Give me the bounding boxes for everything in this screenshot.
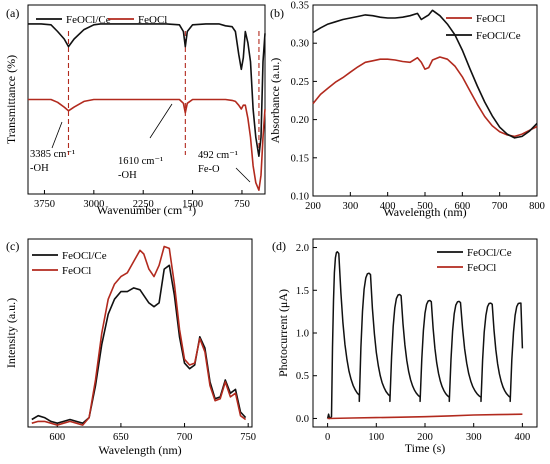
panel-d-ylabel: Photocurrent (μA) <box>276 289 290 377</box>
panel-a-annotation-wavenumber: 492 cm⁻¹ <box>198 150 238 161</box>
panel-d-series-feocl-ce <box>326 251 524 420</box>
panel-a-annotation-wavenumber: 1610 cm⁻¹ <box>118 156 163 167</box>
panel-d-xlabel: Time (s) <box>405 441 446 455</box>
panel-c-xtick-label: 700 <box>177 432 193 443</box>
panel-b-xtick-label: 400 <box>380 201 396 212</box>
panel-a-annotation-group: -OH <box>118 170 137 181</box>
panel-a-annotation-arrow <box>235 167 251 183</box>
panel-b-ytick-label: 0.25 <box>291 77 309 88</box>
panel-a-ylabel: Transmittance (%) <box>4 55 18 144</box>
panel-d-legend-feocl-ce-label: FeOCl/Ce <box>467 247 512 259</box>
panel-a-annotation-arrow <box>51 121 63 149</box>
panel-d-ytick-label: 2.0 <box>296 243 309 254</box>
panel-d-label: (d) <box>272 239 286 253</box>
panel-d-xtick-label: 100 <box>368 432 384 443</box>
panel-c-xtick-label: 600 <box>49 432 65 443</box>
panel-a-xlabel: Wavenumber (cm⁻¹) <box>97 203 196 217</box>
panel-c-xtick-label: 750 <box>240 432 256 443</box>
panel-c-xlabel: Wavelength (nm) <box>98 443 181 457</box>
panel-a-series-feocl <box>28 98 266 191</box>
panel-b-ytick-label: 0.10 <box>291 192 309 203</box>
panel-d-ytick-label: 1.0 <box>296 329 309 340</box>
panel-b-series-feocl-ce <box>312 9 538 139</box>
panel-a-legend-feocl-label: FeOCl <box>138 14 167 26</box>
panel-b-ytick-label: 0.15 <box>291 153 309 164</box>
panel-b-ytick-label: 0.20 <box>291 115 309 126</box>
panel-a-series-feocl-ce <box>28 23 266 157</box>
panel-b-xtick-label: 800 <box>529 201 545 212</box>
panel-b-series-feocl <box>312 56 538 138</box>
panel-d-ytick-label: 0.5 <box>296 371 309 382</box>
panel-d-xtick-label: 200 <box>417 432 433 443</box>
panel-d-xtick-label: 0 <box>325 432 330 443</box>
panel-b-xlabel: Wavelength (nm) <box>383 205 466 219</box>
panel-d-frame <box>312 238 538 428</box>
panel-c-xtick-label: 650 <box>113 432 129 443</box>
panel-a-xtick-label: 3750 <box>34 199 55 210</box>
panel-b-xtick-label: 600 <box>454 201 470 212</box>
panel-b-xtick-label: 300 <box>342 201 358 212</box>
panel-d-legend-feocl-label: FeOCl <box>467 262 496 274</box>
panel-c-legend-feocl-ce-label: FeOCl/Ce <box>62 250 107 262</box>
panel-c-frame <box>27 238 253 428</box>
panel-d-ytick-label: 0.0 <box>296 414 309 425</box>
panel-b-ylabel: Absorbance (a.u.) <box>268 58 282 144</box>
panel-b-legend-feocl-ce-label: FeOCl/Ce <box>476 30 521 42</box>
panel-d-xtick-label: 300 <box>466 432 482 443</box>
panel-b-legend-feocl-label: FeOCl <box>476 13 505 25</box>
panel-a-label: (a) <box>6 6 19 20</box>
panel-a-annotation-arrow <box>149 103 173 139</box>
panel-a-xtick-label: 750 <box>234 199 250 210</box>
panel-c-series-feocl-ce <box>31 264 247 424</box>
panel-a-xtick-label: 2250 <box>133 199 154 210</box>
panel-c-ylabel: Intensity (a.u.) <box>4 298 18 368</box>
panel-b-label: (b) <box>270 6 284 20</box>
panel-b-ytick-label: 0.35 <box>291 1 309 12</box>
panel-a-annotation-group: Fe-O <box>198 164 220 175</box>
panel-c-series-feocl <box>31 245 247 426</box>
panel-d-series-feocl <box>327 413 523 420</box>
panel-a-annotation-wavenumber: 3385 cm⁻¹ <box>30 149 75 160</box>
panel-c-legend-feocl-label: FeOCl <box>62 265 91 277</box>
panel-a-xtick-label: 1500 <box>182 199 203 210</box>
panel-c-label: (c) <box>6 239 19 253</box>
panel-b-ytick-label: 0.30 <box>291 39 309 50</box>
panel-d-ytick-label: 1.5 <box>296 286 309 297</box>
panel-b-xtick-label: 200 <box>305 201 321 212</box>
panel-b-xtick-label: 700 <box>492 201 508 212</box>
panel-a-annotation-group: -OH <box>30 163 49 174</box>
panel-a-legend-feocl-ce-label: FeOCl/Ce <box>66 14 111 26</box>
panel-d-xtick-label: 400 <box>515 432 531 443</box>
panel-a-xtick-label: 3000 <box>83 199 104 210</box>
panel-b-xtick-label: 500 <box>417 201 433 212</box>
